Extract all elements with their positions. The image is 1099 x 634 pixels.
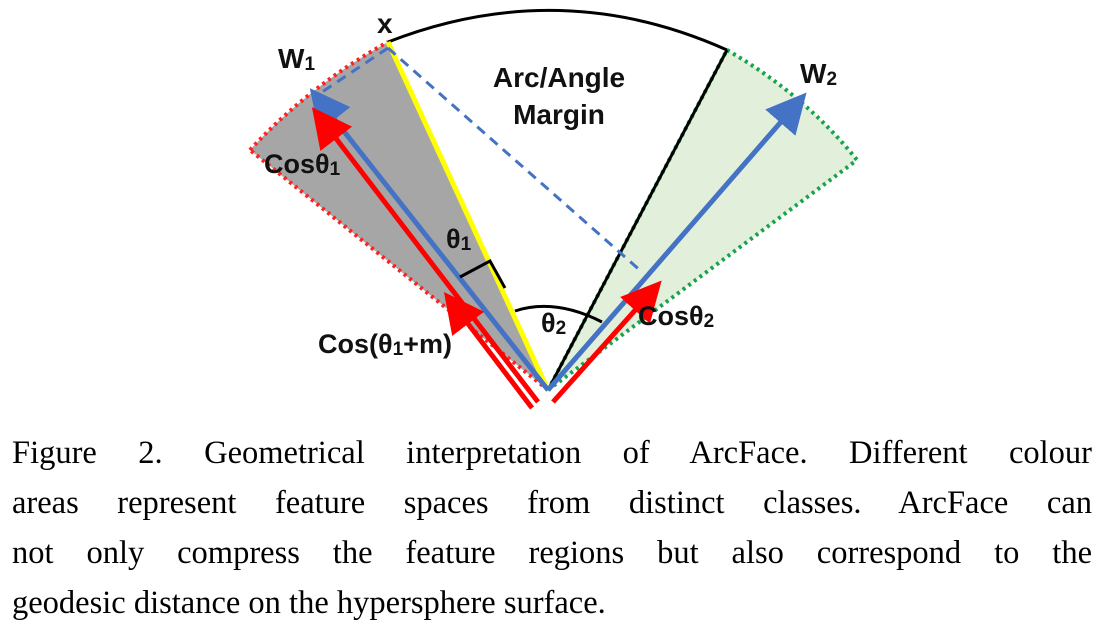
caption-line-2: areas represent feature spaces from dist… — [12, 485, 1092, 521]
margin-arc — [387, 8, 728, 52]
cos-theta2-arrow — [551, 280, 662, 404]
label-cos-theta2: Cosθ2 — [638, 301, 714, 332]
theta2-angle-marker — [514, 305, 603, 324]
projection-dashed-w1 — [315, 46, 389, 98]
class2-edge-line — [546, 49, 729, 391]
arcface-diagram: x W1 W2 Arc/Angle Margin Cosθ1 θ1 θ2 Cos… — [248, 8, 859, 410]
label-x: x — [377, 8, 393, 39]
label-cos-theta1-plus-m: Cos(θ1+m) — [318, 329, 452, 360]
label-theta1: θ1 — [446, 224, 472, 255]
weight-vector-w1 — [309, 88, 550, 392]
label-w1: W1 — [278, 43, 315, 75]
class2-boundary-arc — [726, 48, 859, 162]
figure-caption: Figure 2. Geometrical interpretation of … — [12, 428, 1092, 628]
feature-vector-x — [385, 40, 551, 392]
label-cos-theta1: Cosθ1 — [264, 149, 341, 180]
caption-line-3: not only compress the feature regions bu… — [12, 535, 1092, 571]
caption-line-1: Figure 2. Geometrical interpretation of … — [12, 435, 1092, 471]
class1-boundary-arc — [248, 40, 389, 152]
label-theta2: θ2 — [541, 308, 566, 339]
cos-theta1-arrow — [311, 107, 540, 404]
class1-region — [250, 42, 548, 390]
theta1-angle-marker — [459, 258, 507, 289]
caption-line-4: geodesic distance on the hypersphere sur… — [12, 585, 606, 621]
projection-dashed-w2 — [387, 46, 643, 274]
label-w2: W2 — [800, 58, 837, 90]
cos-theta1-m-arrow — [443, 292, 534, 410]
label-margin-line1: Arc/Angle — [493, 62, 625, 93]
weight-vector-w2 — [546, 92, 807, 392]
label-margin-line2: Margin — [513, 99, 605, 130]
